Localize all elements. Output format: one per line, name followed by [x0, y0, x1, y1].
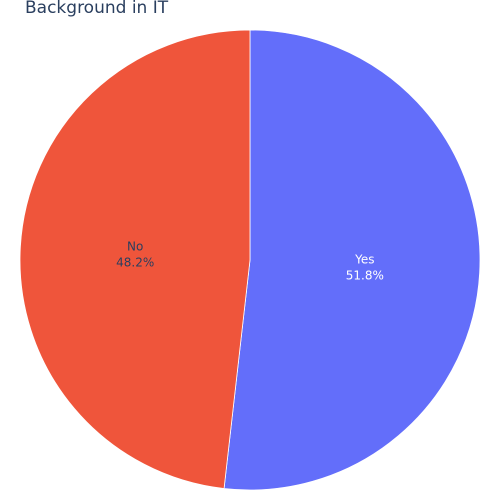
pie-slice-yes[interactable]	[223, 29, 481, 491]
pie-slice-no[interactable]	[19, 29, 251, 489]
pie-labels: Yes 51.8% No 48.2%	[116, 240, 384, 283]
pie-label-name: Yes	[354, 252, 374, 266]
pie-label-yes: Yes 51.8%	[346, 252, 384, 282]
pie-label-percent: 51.8%	[346, 268, 384, 282]
pie-label-no: No 48.2%	[116, 240, 154, 270]
pie-slices	[19, 29, 481, 491]
pie-label-name: No	[127, 240, 143, 254]
pie-label-percent: 48.2%	[116, 256, 154, 270]
chart-title: Background in IT	[25, 0, 169, 18]
